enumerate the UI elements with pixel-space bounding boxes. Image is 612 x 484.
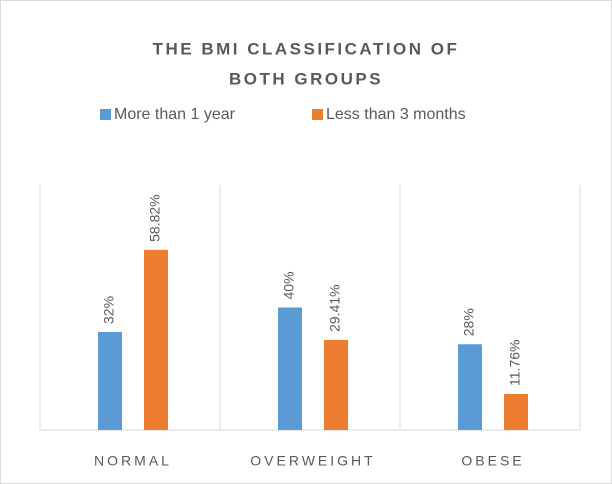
x-tick-label: OBESE <box>461 453 524 469</box>
bar <box>144 249 168 430</box>
data-label: 11.76% <box>507 340 523 386</box>
bar <box>98 332 122 430</box>
data-label: 29.41% <box>327 284 343 331</box>
x-tick-label: OVERWEIGHT <box>250 453 375 469</box>
data-label: 40% <box>281 271 297 299</box>
chart-title: THE BMI CLASSIFICATION OF <box>153 39 460 58</box>
x-tick-label: NORMAL <box>94 453 172 469</box>
legend-swatch <box>312 109 323 120</box>
data-label: 32% <box>101 296 117 324</box>
data-label: 58.82% <box>147 194 163 241</box>
legend-swatch <box>100 109 111 120</box>
legend-label: More than 1 year <box>114 106 236 123</box>
data-label: 28% <box>461 308 477 336</box>
bar <box>504 393 528 430</box>
legend-label: Less than 3 months <box>326 106 466 123</box>
bar <box>458 344 482 430</box>
bar <box>278 307 302 430</box>
bar <box>324 339 348 430</box>
chart-title: BOTH GROUPS <box>229 69 383 88</box>
